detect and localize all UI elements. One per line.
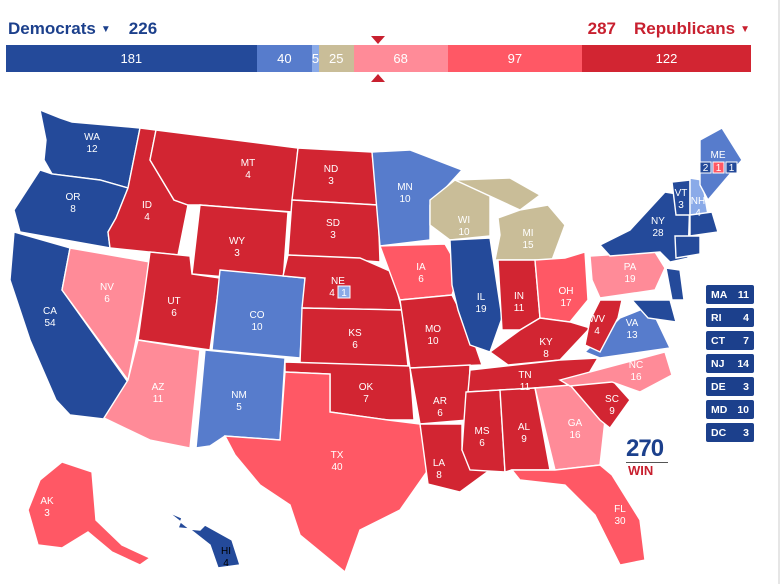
chevron-down-icon: ▼ <box>100 23 111 35</box>
small-state-ri[interactable]: RI 4 <box>706 308 754 327</box>
bar-segment-lean-dem[interactable]: 5 <box>312 45 319 72</box>
bar-segment-value: 181 <box>120 51 143 66</box>
republicans-label: Republicans <box>634 19 736 38</box>
bar-segment-likely-rep[interactable]: 97 <box>447 45 583 72</box>
right-edge-divider <box>778 0 780 584</box>
bar-segment-value: 25 <box>329 51 344 66</box>
small-state-abbr: NJ <box>711 357 725 370</box>
small-state-ev: 7 <box>743 334 749 347</box>
270-marker-bottom-icon <box>371 74 385 82</box>
small-state-abbr: MA <box>711 288 728 301</box>
small-state-ev: 3 <box>743 426 749 439</box>
logo-divider <box>626 462 668 463</box>
bar-segment-likely-dem[interactable]: 40 <box>256 45 313 72</box>
us-electoral-map: WA 12 OR 8 CA 54 ID 4 NV 6 MT 4 WY 3 UT … <box>9 108 743 574</box>
state-nd[interactable] <box>291 147 379 206</box>
state-ct[interactable] <box>674 235 701 259</box>
small-state-ev: 14 <box>737 357 749 370</box>
small-states-list: MA 11 RI 4 CT 7 NJ 14 DE 3 MD 10 DC 3 <box>706 285 754 446</box>
small-state-ev: 3 <box>743 380 749 393</box>
state-nv[interactable] <box>61 247 151 382</box>
state-wv[interactable] <box>584 299 623 353</box>
democrats-dropdown[interactable]: Democrats ▼ <box>8 19 111 39</box>
small-state-abbr: CT <box>711 334 725 347</box>
state-ar[interactable] <box>409 364 471 425</box>
democrats-label: Democrats <box>8 19 96 38</box>
me-district-badge[interactable] <box>725 161 738 174</box>
state-pa[interactable] <box>589 251 666 299</box>
state-nj[interactable] <box>665 267 685 301</box>
bar-segment-safe-dem[interactable]: 181 <box>6 45 257 72</box>
republicans-header: 287 Republicans ▼ <box>588 18 750 40</box>
270-marker-top-icon <box>371 36 385 44</box>
small-state-abbr: DE <box>711 380 726 393</box>
democrats-header: Democrats ▼ 226 <box>8 18 157 40</box>
bar-segment-value: 97 <box>507 51 523 66</box>
ne-district-badge[interactable] <box>337 285 351 299</box>
small-state-abbr: MD <box>711 403 728 416</box>
state-il[interactable] <box>449 237 503 353</box>
state-ks[interactable] <box>299 307 409 367</box>
bar-segment-safe-rep[interactable]: 122 <box>582 45 751 72</box>
small-state-abbr: DC <box>711 426 727 439</box>
me-district-badge[interactable] <box>699 161 712 174</box>
small-state-dc[interactable]: DC 3 <box>706 423 754 442</box>
small-state-de[interactable]: DE 3 <box>706 377 754 396</box>
state-az[interactable] <box>102 339 201 449</box>
state-md[interactable] <box>630 299 677 323</box>
chevron-down-icon: ▼ <box>740 23 750 35</box>
small-state-ev: 10 <box>737 403 749 416</box>
state-tx[interactable] <box>223 371 429 574</box>
state-in[interactable] <box>497 259 541 331</box>
state-ms[interactable] <box>461 389 506 473</box>
electoral-vote-bar: 181 40 5 25 68 97 122 <box>6 45 751 72</box>
logo-number: 270 <box>626 435 664 462</box>
state-co[interactable] <box>211 269 306 359</box>
state-oh[interactable] <box>534 251 589 323</box>
bar-segment-value: 68 <box>393 51 408 66</box>
democrats-total: 226 <box>128 19 158 38</box>
small-state-ev: 4 <box>743 311 749 324</box>
state-ma[interactable] <box>689 211 719 237</box>
me-district-badge[interactable] <box>712 161 725 174</box>
state-hi[interactable] <box>167 511 241 569</box>
republicans-total: 287 <box>587 19 616 38</box>
state-ny[interactable] <box>598 191 691 263</box>
small-state-abbr: RI <box>711 311 722 324</box>
bar-segment-lean-rep[interactable]: 68 <box>353 45 448 72</box>
small-state-nj[interactable]: NJ 14 <box>706 354 754 373</box>
bar-segment-value: 122 <box>655 51 678 66</box>
small-state-ct[interactable]: CT 7 <box>706 331 754 350</box>
state-fl[interactable] <box>510 464 646 566</box>
bar-segment-value: 40 <box>277 51 292 66</box>
state-nm[interactable] <box>195 349 286 449</box>
state-ak[interactable] <box>27 461 152 566</box>
small-state-md[interactable]: MD 10 <box>706 400 754 419</box>
small-state-ma[interactable]: MA 11 <box>706 285 754 304</box>
state-wy[interactable] <box>191 204 289 283</box>
logo-sub: WIN <box>628 463 654 478</box>
small-state-ev: 11 <box>737 288 749 301</box>
bar-segment-value: 5 <box>312 51 319 66</box>
republicans-dropdown[interactable]: Republicans ▼ <box>634 19 750 39</box>
270towin-logo: 270 WIN <box>626 437 674 477</box>
state-sd[interactable] <box>287 199 381 263</box>
bar-segment-tossup[interactable]: 25 <box>318 45 354 72</box>
state-mi[interactable] <box>454 177 566 261</box>
state-vt[interactable] <box>671 179 691 216</box>
state-nc[interactable] <box>558 351 673 393</box>
